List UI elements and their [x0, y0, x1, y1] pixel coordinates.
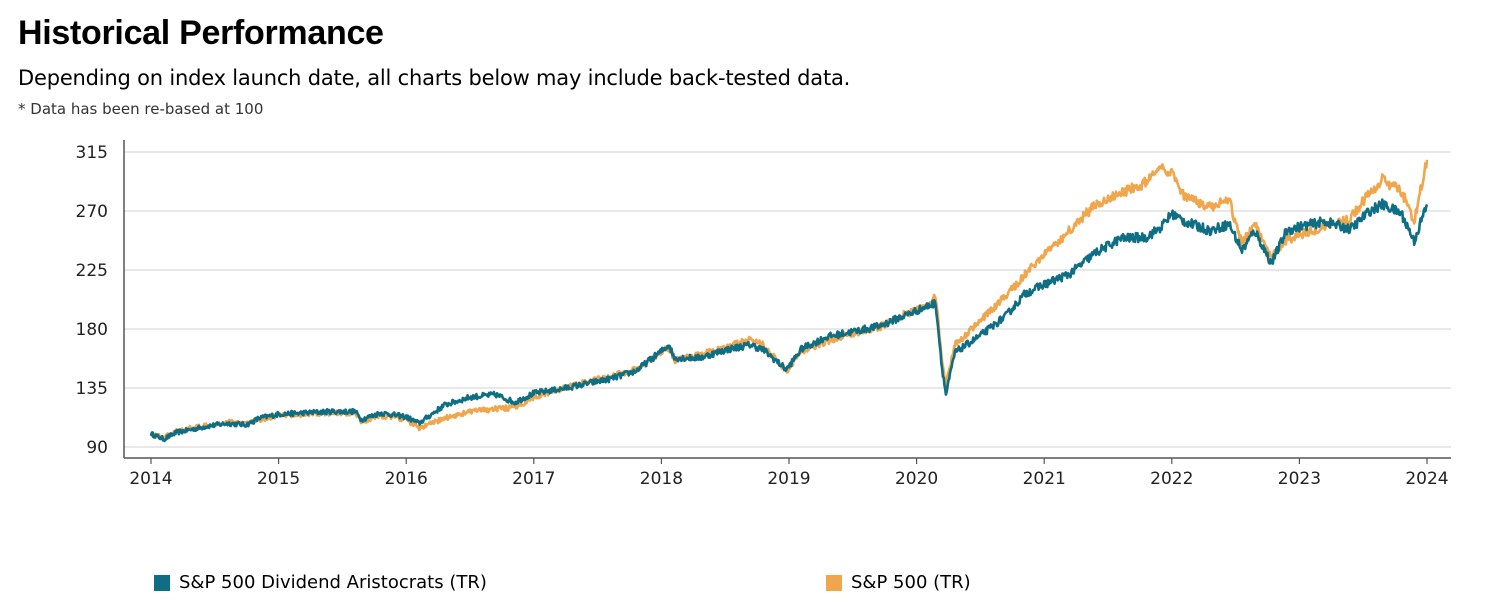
x-tick-label: 2016	[385, 469, 428, 489]
x-tick-label: 2023	[1278, 469, 1321, 489]
y-tick-label: 225	[76, 261, 108, 281]
x-tick-label: 2020	[895, 469, 938, 489]
x-tick-label: 2021	[1023, 469, 1066, 489]
x-tick-label: 2024	[1405, 469, 1448, 489]
legend-swatch-sp500	[826, 574, 842, 591]
x-tick-label: 2019	[767, 469, 810, 489]
y-tick-label: 270	[76, 202, 108, 222]
rebase-note: * Data has been re-based at 100	[18, 100, 264, 118]
x-tick-label: 2015	[257, 469, 300, 489]
legend-item-aristocrats[interactable]: S&P 500 Dividend Aristocrats (TR)	[154, 572, 487, 593]
y-tick-label: 90	[86, 438, 108, 458]
legend-label-aristocrats: S&P 500 Dividend Aristocrats (TR)	[179, 572, 487, 593]
legend-swatch-aristocrats	[154, 574, 170, 591]
x-tick-label: 2014	[129, 469, 172, 489]
y-tick-label: 180	[76, 320, 108, 340]
x-tick-label: 2017	[512, 469, 555, 489]
y-tick-label: 135	[76, 379, 108, 399]
x-tick-label: 2022	[1150, 469, 1193, 489]
legend-item-sp500[interactable]: S&P 500 (TR)	[826, 572, 971, 593]
series-line-aristocrats	[149, 198, 1429, 443]
page-subtitle: Depending on index launch date, all char…	[18, 66, 851, 90]
x-tick-label: 2018	[640, 469, 683, 489]
series-line-sp500	[149, 159, 1429, 441]
page-title: Historical Performance	[18, 14, 384, 52]
y-tick-label: 315	[76, 143, 108, 163]
legend-label-sp500: S&P 500 (TR)	[851, 572, 971, 593]
performance-chart: 90 135 180 225 270 315 2014 2015 2016 2017 2018 201…	[76, 140, 1451, 489]
